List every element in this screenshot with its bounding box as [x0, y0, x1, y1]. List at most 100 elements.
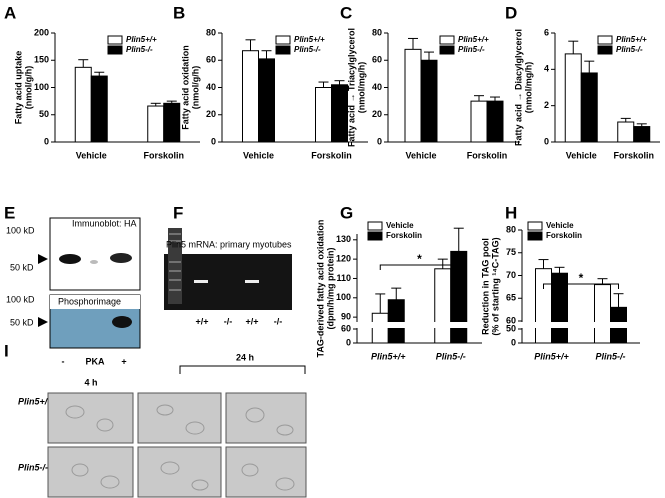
- y-tick-label: 0: [511, 337, 516, 347]
- legend-label: Plin5+/+: [458, 35, 489, 44]
- y-axis-label: (% of starting ¹⁴C-TAG): [490, 237, 500, 335]
- cell-outlines: [65, 404, 295, 491]
- marker-label: 100 kD: [6, 294, 35, 304]
- marker-label: 50 kD: [10, 317, 34, 327]
- y-tick-label: 110: [336, 273, 351, 283]
- legend-swatch: [597, 35, 613, 45]
- y-tick-label: 40: [372, 82, 382, 92]
- panel-f: F Plin5 mRNA: primary myotubes +/+ -/- +…: [164, 203, 296, 326]
- panel-letter: I: [4, 341, 9, 360]
- y-tick-label: 80: [372, 27, 382, 37]
- gel-band: [194, 280, 208, 283]
- blot-band: [110, 253, 132, 263]
- legend-swatch: [275, 45, 291, 55]
- legend-swatch: [439, 45, 455, 55]
- bar: [404, 48, 422, 143]
- y-axis-label: (nmol/g/h): [23, 66, 33, 110]
- panel-letter: A: [4, 3, 16, 22]
- legend-label: Forskolin: [386, 231, 422, 240]
- y-tick-label: 0: [346, 337, 351, 347]
- blot-band: [59, 254, 81, 264]
- legend-swatch: [597, 45, 613, 55]
- legend-swatch: [107, 45, 123, 55]
- legend-swatch: [439, 35, 455, 45]
- bar: [371, 312, 389, 344]
- axis-break: [518, 322, 642, 328]
- panel-letter: F: [173, 203, 183, 222]
- bar: [387, 299, 405, 344]
- y-tick-label: 130: [336, 234, 351, 244]
- gel-caption-bg: [184, 238, 296, 252]
- lane-label: +: [121, 356, 126, 366]
- panel-letter: G: [340, 203, 353, 222]
- legend-label: Plin5-/-: [126, 45, 153, 54]
- panel-i: I 4 h 24 h Plin5+/+ Plin5-/-: [4, 341, 307, 498]
- bar: [242, 50, 259, 143]
- y-tick-label: 50: [506, 323, 516, 333]
- panel-letter: D: [505, 3, 517, 22]
- y-axis-label: (nmol/mg/h): [523, 62, 533, 114]
- x-tick-label: Plin5-/-: [436, 351, 466, 361]
- micrographs: [47, 392, 307, 498]
- y-tick-label: 80: [506, 224, 516, 234]
- x-tick-label: Forskolin: [311, 150, 352, 160]
- bar: [617, 121, 635, 143]
- y-tick-label: 70: [506, 270, 516, 280]
- legend-swatch: [107, 35, 123, 45]
- x-tick-label: Plin5+/+: [371, 351, 406, 361]
- x-tick-label: Vehicle: [566, 150, 597, 160]
- row-label: Plin5-/-: [18, 462, 48, 472]
- bar: [315, 87, 332, 143]
- y-tick-label: 0: [211, 136, 216, 146]
- bar: [535, 268, 552, 344]
- y-axis-label: Fatty acid → Diacylglycerol: [513, 29, 523, 146]
- legend-swatch: [367, 231, 383, 241]
- significance-bracket: [543, 283, 619, 289]
- time-label: 4 h: [84, 377, 97, 387]
- row-label: Plin5+/+: [18, 396, 53, 406]
- bar: [163, 102, 181, 143]
- bar: [74, 66, 92, 143]
- y-tick-label: 80: [206, 27, 216, 37]
- legend-label: Vehicle: [546, 221, 574, 230]
- legend-swatch: [527, 221, 543, 231]
- bar: [580, 72, 598, 143]
- gel-title: Plin5 mRNA: primary myotubes: [166, 239, 292, 249]
- y-axis-label: (nmol/mg/h): [356, 62, 366, 114]
- blot-title: Phosphorimage: [58, 296, 121, 306]
- panel-e: E Immunoblot: HA 100 kD 50 kD Phosphorim…: [4, 203, 141, 366]
- x-tick-label: Plin5-/-: [595, 351, 625, 361]
- legend-label: Plin5-/-: [294, 45, 321, 54]
- blot-band: [90, 260, 98, 264]
- phosphor-band: [112, 316, 132, 328]
- y-tick-label: 90: [341, 312, 351, 322]
- legend-swatch: [527, 231, 543, 241]
- y-tick-label: 20: [206, 109, 216, 119]
- lane-label: +/+: [245, 316, 258, 326]
- legend-swatch: [367, 221, 383, 231]
- y-tick-label: 0: [544, 136, 549, 146]
- y-tick-label: 0: [377, 136, 382, 146]
- y-tick-label: 65: [506, 293, 516, 303]
- marker-label: 50 kD: [10, 262, 34, 272]
- legend-label: Plin5+/+: [616, 35, 647, 44]
- x-tick-label: Forskolin: [143, 150, 184, 160]
- legend-label: Plin5+/+: [126, 35, 157, 44]
- panel-letter: E: [4, 203, 15, 222]
- lane-label: PKA: [85, 356, 105, 366]
- y-tick-label: 20: [372, 109, 382, 119]
- y-axis-label: (dpm/h/mg protein): [325, 248, 335, 330]
- legend-label: Forskolin: [546, 231, 582, 240]
- panel-letter: H: [505, 203, 517, 222]
- y-tick-label: 40: [206, 82, 216, 92]
- y-tick-label: 4: [544, 64, 549, 74]
- lane-label: -/-: [274, 316, 283, 326]
- arrow: [38, 317, 48, 327]
- y-tick-label: 60: [506, 315, 516, 325]
- y-axis-label: Reduction in TAG pool: [480, 238, 490, 335]
- y-axis-label: Fatty acid uptake: [13, 51, 23, 125]
- bar: [594, 284, 611, 344]
- y-tick-label: 6: [544, 27, 549, 37]
- blot-title: Immunoblot: HA: [72, 218, 137, 228]
